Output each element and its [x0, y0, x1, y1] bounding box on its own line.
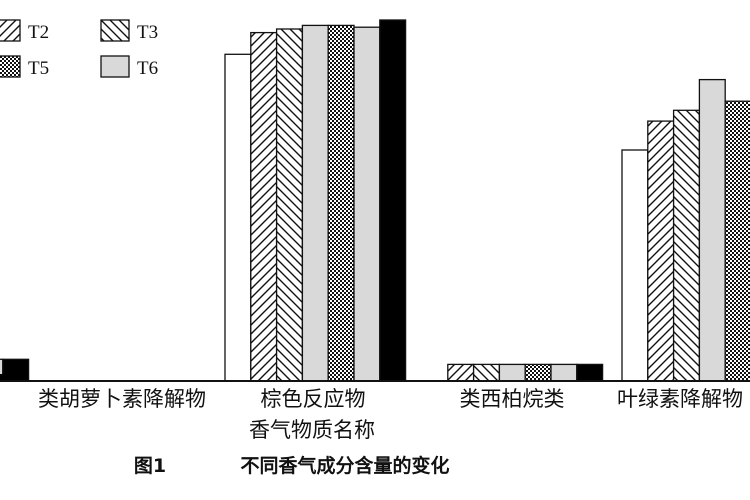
legend-label-t5: T5 [28, 58, 49, 79]
bar-t1-cat-4 [621, 149, 649, 382]
bar-t3-cat-4 [672, 109, 701, 382]
bars-layer [0, 19, 750, 382]
bar-t2-cat-4 [647, 120, 675, 382]
bar-t3-cat-3 [472, 363, 501, 382]
category-label-1: 类胡萝卜素降解物 [38, 387, 206, 411]
legend-swatch-t5 [0, 55, 21, 78]
bar-t5-cat-4 [724, 100, 750, 382]
category-label-2: 棕色反应物 [261, 387, 366, 411]
category-labels: 类胡萝卜素降解物 棕色反应物 类西柏烷类 叶绿素降解物 [38, 387, 743, 411]
bar-t6-cat-2 [353, 26, 381, 382]
legend-label-t3: T3 [137, 22, 158, 43]
bar-t7-cat-3 [576, 363, 604, 382]
bar-t1-cat-2 [224, 53, 252, 382]
bar-t5-cat-3 [524, 363, 552, 382]
category-label-3: 类西柏烷类 [460, 387, 565, 411]
figure-caption: 不同香气成分含量的变化 [240, 454, 449, 477]
bar-t5-cat-2 [327, 24, 355, 382]
bar-t4-cat-2 [301, 24, 329, 382]
bar-t6-cat-3 [550, 363, 578, 382]
bar-t4-cat-3 [498, 363, 526, 382]
legend-swatch-t2 [0, 19, 21, 42]
category-label-4: 叶绿素降解物 [617, 387, 743, 411]
bar-t2-cat-3 [447, 363, 475, 382]
legend-label-t6: T6 [137, 58, 158, 79]
legend: T2 T3 T5 T6 [0, 19, 158, 79]
legend-label-t2: T2 [28, 22, 49, 43]
bar-t7-cat-0-cropped [0, 374, 7, 381]
legend-swatch-t6 [100, 55, 130, 78]
bar-t4-cat-4 [698, 78, 726, 382]
x-axis-title: 香气物质名称 [249, 418, 375, 442]
figure-number: 图1 [134, 455, 166, 477]
bar-t7-cat-2 [379, 19, 407, 382]
bar-t3-cat-2 [275, 28, 304, 382]
bar-t2-cat-2 [250, 31, 278, 382]
legend-swatch-t3 [100, 19, 130, 42]
